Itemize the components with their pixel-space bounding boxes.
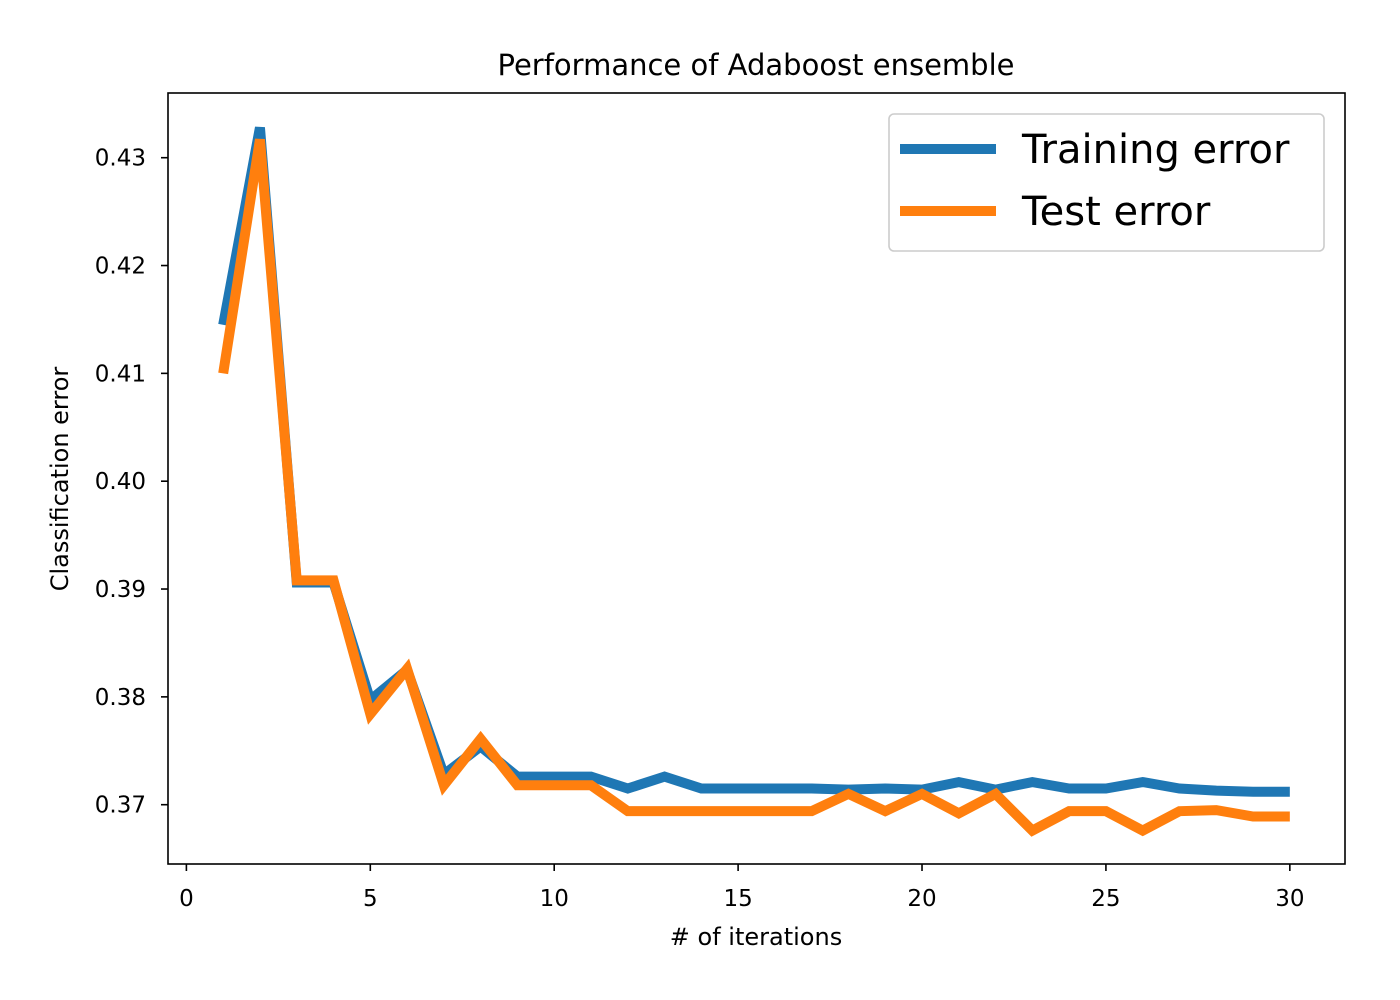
legend-label-test-error: Test error (1021, 189, 1211, 235)
x-tick-label: 25 (1091, 886, 1120, 912)
x-axis-label: # of iterations (670, 923, 842, 951)
y-tick-label: 0.39 (95, 577, 146, 603)
y-tick-label: 0.42 (95, 254, 146, 280)
x-tick-label: 10 (540, 886, 569, 912)
legend: Training error Test error (888, 113, 1325, 252)
y-tick-label: 0.38 (95, 685, 146, 711)
y-tick-label: 0.37 (95, 793, 146, 819)
chart-title: Performance of Adaboost ensemble (498, 48, 1015, 82)
legend-label-training-error: Training error (1021, 127, 1290, 173)
x-tick-label: 0 (179, 886, 194, 912)
y-tick-label: 0.40 (95, 469, 146, 495)
x-tick-label: 30 (1275, 886, 1304, 912)
x-axis-ticks: 0 5 10 15 20 25 30 (179, 864, 1304, 912)
x-tick-label: 20 (907, 886, 936, 912)
plot-frame (167, 92, 1346, 865)
y-axis-label: Classification error (46, 367, 74, 592)
y-tick-label: 0.41 (95, 361, 146, 387)
y-tick-label: 0.43 (95, 146, 146, 172)
x-tick-label: 15 (723, 886, 752, 912)
series-line-test-error (218, 138, 1290, 837)
plot-lines (218, 126, 1290, 837)
legend-box (888, 113, 1325, 252)
x-tick-label: 5 (363, 886, 378, 912)
y-axis-ticks: 0.37 0.38 0.39 0.40 0.41 0.42 0.43 (95, 146, 168, 819)
